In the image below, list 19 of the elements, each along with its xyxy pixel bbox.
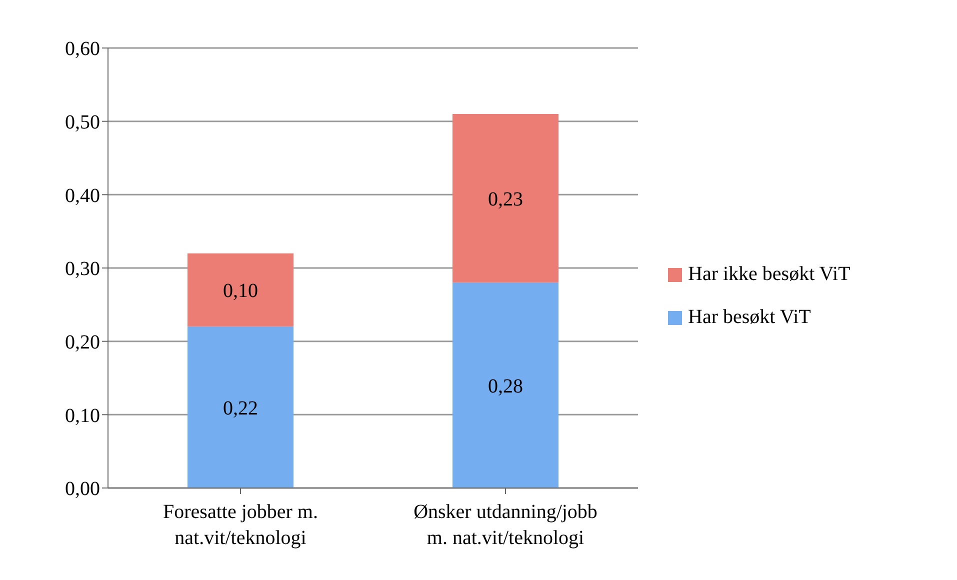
y-tick-label: 0,50 xyxy=(65,111,100,134)
data-label: 0,22 xyxy=(223,397,258,420)
bar xyxy=(188,326,294,488)
y-tick-label: 0,00 xyxy=(65,478,100,500)
x-tick-label: Ønsker utdanning/jobb m. nat.vit/teknologi xyxy=(414,501,598,549)
y-tick-label: 0,10 xyxy=(65,404,100,427)
bar xyxy=(452,114,558,283)
data-label: 0,28 xyxy=(488,375,523,398)
data-label: 0,10 xyxy=(223,280,258,302)
y-tick-label: 0,40 xyxy=(65,184,100,207)
y-tick-label: 0,20 xyxy=(65,331,100,354)
legend-label: Har besøkt ViT xyxy=(688,306,811,329)
legend-label: Har ikke besøkt ViT xyxy=(688,263,850,286)
bar xyxy=(188,253,294,327)
y-tick-label: 0,30 xyxy=(65,258,100,280)
x-tick-label: Foresatte jobber m. nat.vit/teknologi xyxy=(163,501,318,549)
data-label: 0,23 xyxy=(488,188,523,210)
y-tick-label: 0,60 xyxy=(65,38,100,60)
bar xyxy=(452,282,558,488)
